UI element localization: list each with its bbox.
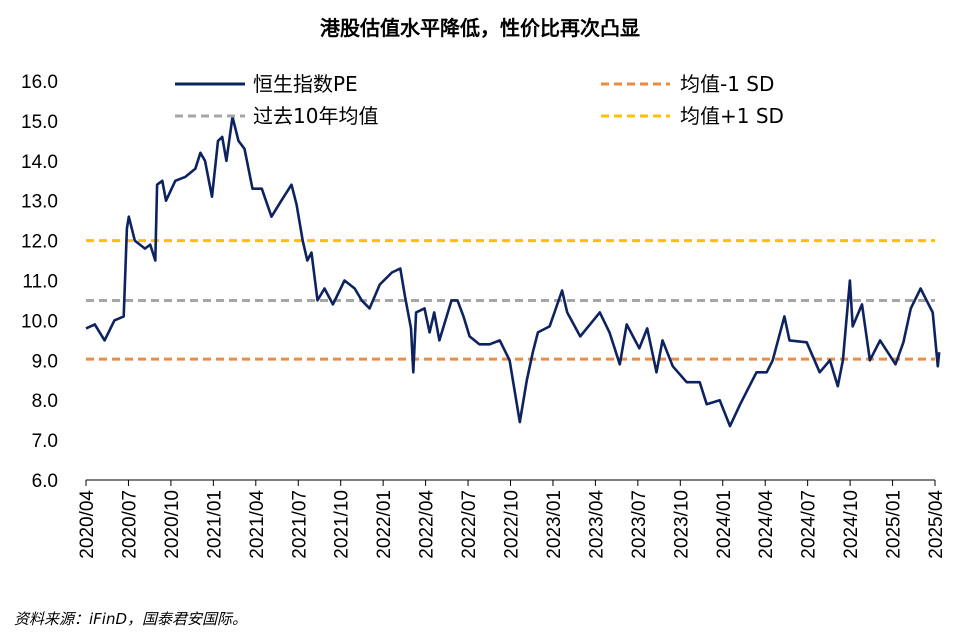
y-tick-label: 9.0	[32, 351, 58, 372]
x-tick-label: 2024/01	[714, 490, 735, 559]
series-line-pe	[85, 115, 941, 428]
x-tick-label: 2023/07	[629, 490, 650, 559]
x-tick-label: 2025/01	[884, 490, 905, 559]
x-tick-label: 2022/07	[459, 490, 480, 559]
x-tick-label: 2023/10	[671, 490, 692, 559]
x-tick-label: 2022/01	[374, 490, 395, 559]
legend-label-mean: 过去10年均值	[253, 104, 378, 128]
legend-label-pe: 恒生指数PE	[253, 72, 358, 96]
y-tick-label: 6.0	[32, 471, 58, 492]
x-tick-label: 2023/01	[544, 490, 565, 559]
x-tick-label: 2021/07	[289, 490, 310, 559]
x-tick-label: 2021/01	[204, 490, 225, 559]
x-tick-label: 2024/04	[756, 490, 777, 559]
y-tick-label: 12.0	[21, 232, 58, 253]
legend: 恒生指数PE 过去10年均值 均值-1 SD 均值+1 SD	[175, 72, 784, 128]
legend-label-minus-sd: 均值-1 SD	[680, 72, 774, 96]
x-tick-label: 2022/10	[502, 490, 523, 559]
x-tick-label: 2023/04	[586, 490, 607, 559]
y-tick-label: 16.0	[21, 72, 58, 93]
x-tick-label: 2020/10	[162, 490, 183, 559]
y-tick-label: 15.0	[21, 112, 58, 133]
x-tick-label: 2024/07	[799, 490, 820, 559]
x-tick-label: 2021/04	[247, 490, 268, 559]
x-tick-label: 2022/04	[417, 490, 438, 559]
source-note: 资料来源：iFinD，国泰君安国际。	[14, 610, 248, 628]
legend-label-plus-sd: 均值+1 SD	[680, 104, 784, 128]
x-axis: 2020/04 2020/07 2020/10 2021/01 2021/04 2021/…	[77, 479, 947, 559]
reference-lines	[86, 239, 935, 361]
y-tick-label: 10.0	[21, 311, 58, 332]
x-tick-label: 2021/10	[332, 490, 353, 559]
y-tick-label: 14.0	[21, 152, 58, 173]
y-tick-label: 13.0	[21, 192, 58, 213]
x-tick-label: 2020/04	[77, 490, 98, 559]
y-tick-label: 11.0	[22, 272, 58, 293]
y-axis: 6.0 7.0 8.0 9.0 10.0 11.0 12.0 13.0 14.0 15.0 16.0	[21, 72, 58, 492]
y-tick-label: 7.0	[32, 431, 58, 452]
x-tick-label: 2025/04	[926, 490, 947, 559]
x-tick-label: 2024/10	[841, 490, 862, 559]
chart-title: 港股估值水平降低，性价比再次凸显	[320, 16, 640, 40]
y-tick-label: 8.0	[32, 391, 58, 412]
x-tick-label: 2020/07	[119, 490, 140, 559]
